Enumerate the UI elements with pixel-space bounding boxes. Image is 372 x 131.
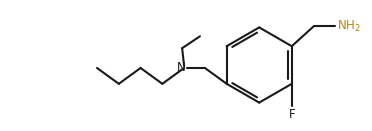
Text: F: F: [288, 108, 295, 121]
Text: N: N: [177, 61, 186, 74]
Text: NH$_2$: NH$_2$: [337, 19, 361, 34]
